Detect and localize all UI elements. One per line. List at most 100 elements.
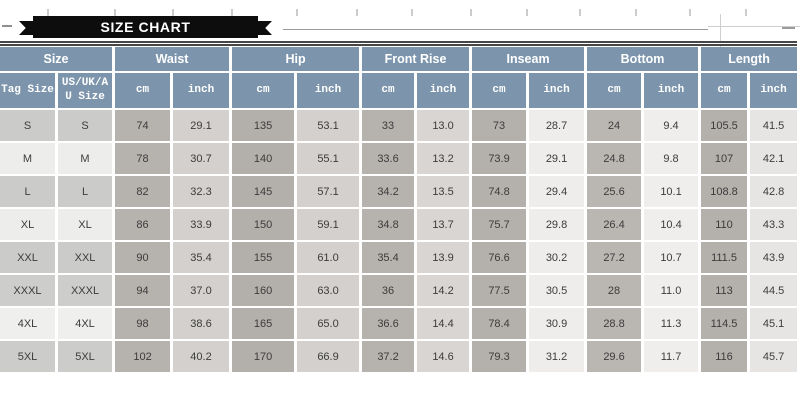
measurement-cell: 75.7 [472, 209, 530, 242]
table-row: 4XL 4XL 98 38.6 165 65.0 36.6 14.4 78.4 30.9 28.8 1… [0, 308, 800, 341]
size-label-cell: XXXL [58, 275, 116, 308]
measurement-cell: 98 [115, 308, 174, 341]
measurement-cell: 110 [701, 209, 751, 242]
measurement-cell: 74.8 [472, 176, 530, 209]
measurement-cell: 10.1 [644, 176, 702, 209]
measurement-cell: 155 [232, 242, 298, 275]
size-label-cell: XXL [58, 242, 116, 275]
measurement-cell: 108.8 [701, 176, 751, 209]
table-row: 5XL 5XL 102 40.2 170 66.9 37.2 14.6 79.3 31.2 29.6… [0, 341, 800, 374]
measurement-cell: 31.2 [529, 341, 588, 374]
measurement-cell: 37.0 [173, 275, 233, 308]
measurement-cell: 111.5 [701, 242, 751, 275]
measurement-cell: 9.8 [644, 143, 702, 176]
subheader-cell: cm [232, 73, 298, 110]
gridline-tick [745, 9, 747, 16]
measurement-cell: 33 [362, 110, 418, 143]
size-label-cell: S [58, 110, 116, 143]
measurement-cell: 94 [115, 275, 174, 308]
measurement-cell: 14.6 [417, 341, 473, 374]
gridline-tick [526, 9, 528, 16]
group-header-cell: Waist [115, 47, 233, 73]
measurement-cell: 14.2 [417, 275, 473, 308]
size-label-cell: XXL [0, 242, 58, 275]
measurement-cell: 55.1 [297, 143, 363, 176]
measurement-cell: 79.3 [472, 341, 530, 374]
size-label-cell: 5XL [58, 341, 116, 374]
subheader-cell: inch [173, 73, 233, 110]
subheader-cell: cm [115, 73, 174, 110]
measurement-cell: 45.7 [750, 341, 800, 374]
measurement-cell: 35.4 [173, 242, 233, 275]
gridline-tick [114, 9, 116, 16]
measurement-cell: 29.4 [529, 176, 588, 209]
ribbon-fold-left [19, 21, 34, 35]
measurement-cell: 30.2 [529, 242, 588, 275]
measurement-cell: 11.0 [644, 275, 702, 308]
measurement-cell: 24.8 [587, 143, 645, 176]
table-row: XL XL 86 33.9 150 59.1 34.8 13.7 75.7 29.8 26.4 10.… [0, 209, 800, 242]
measurement-cell: 33.6 [362, 143, 418, 176]
measurement-cell: 13.5 [417, 176, 473, 209]
measurement-cell: 11.3 [644, 308, 702, 341]
group-header-cell: Size [0, 47, 116, 73]
gridline-tick [231, 9, 233, 16]
group-header-cell: Bottom [587, 47, 702, 73]
measurement-cell: 35.4 [362, 242, 418, 275]
measurement-cell: 78 [115, 143, 174, 176]
measurement-cell: 11.7 [644, 341, 702, 374]
measurement-cell: 113 [701, 275, 751, 308]
measurement-cell: 66.9 [297, 341, 363, 374]
subheader-cell: US/UK/AU Size [58, 73, 116, 110]
measurement-cell: 53.1 [297, 110, 363, 143]
group-header-cell: Inseam [472, 47, 588, 73]
measurement-cell: 59.1 [297, 209, 363, 242]
measurement-cell: 34.2 [362, 176, 418, 209]
measurement-cell: 37.2 [362, 341, 418, 374]
measurement-cell: 150 [232, 209, 298, 242]
measurement-cell: 165 [232, 308, 298, 341]
gridline-tick [579, 9, 581, 16]
size-label-cell: XL [0, 209, 58, 242]
measurement-cell: 29.1 [529, 143, 588, 176]
measurement-cell: 13.9 [417, 242, 473, 275]
measurement-cell: 24 [587, 110, 645, 143]
size-label-cell: L [0, 176, 58, 209]
subheader-cell: inch [644, 73, 702, 110]
measurement-cell: 61.0 [297, 242, 363, 275]
measurement-cell: 28.8 [587, 308, 645, 341]
size-label-cell: XL [58, 209, 116, 242]
subheader-cell: inch [297, 73, 363, 110]
measurement-cell: 45.1 [750, 308, 800, 341]
banner-title: SIZE CHART [100, 19, 191, 35]
subheader-cell: inch [529, 73, 588, 110]
gridline-horizontal-right [708, 26, 800, 27]
measurement-cell: 160 [232, 275, 298, 308]
measurement-cell: 36.6 [362, 308, 418, 341]
size-label-cell: 4XL [0, 308, 58, 341]
measurement-cell: 135 [232, 110, 298, 143]
measurement-cell: 42.1 [750, 143, 800, 176]
measurement-cell: 63.0 [297, 275, 363, 308]
measurement-cell: 44.5 [750, 275, 800, 308]
gridline-vertical [720, 14, 721, 47]
gridline-dash-left [2, 25, 12, 27]
measurement-cell: 34.8 [362, 209, 418, 242]
gridline-tick [296, 9, 298, 16]
table-top-rule [0, 41, 797, 46]
gridline-tick [470, 9, 472, 16]
measurement-cell: 28.7 [529, 110, 588, 143]
measurement-cell: 14.4 [417, 308, 473, 341]
group-header-row: Size Waist Hip Front Rise Inseam Bottom Length [0, 47, 800, 73]
measurement-cell: 25.6 [587, 176, 645, 209]
measurement-cell: 26.4 [587, 209, 645, 242]
measurement-cell: 13.2 [417, 143, 473, 176]
measurement-cell: 90 [115, 242, 174, 275]
table-row: XXL XXL 90 35.4 155 61.0 35.4 13.9 76.6 30.2 27.2 1… [0, 242, 800, 275]
measurement-cell: 74 [115, 110, 174, 143]
subheader-cell: cm [362, 73, 418, 110]
measurement-cell: 82 [115, 176, 174, 209]
subheader-cell: Tag Size [0, 73, 58, 110]
size-label-cell: M [58, 143, 116, 176]
